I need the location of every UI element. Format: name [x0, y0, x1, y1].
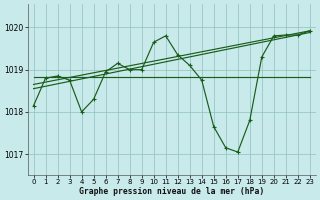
X-axis label: Graphe pression niveau de la mer (hPa): Graphe pression niveau de la mer (hPa): [79, 187, 264, 196]
